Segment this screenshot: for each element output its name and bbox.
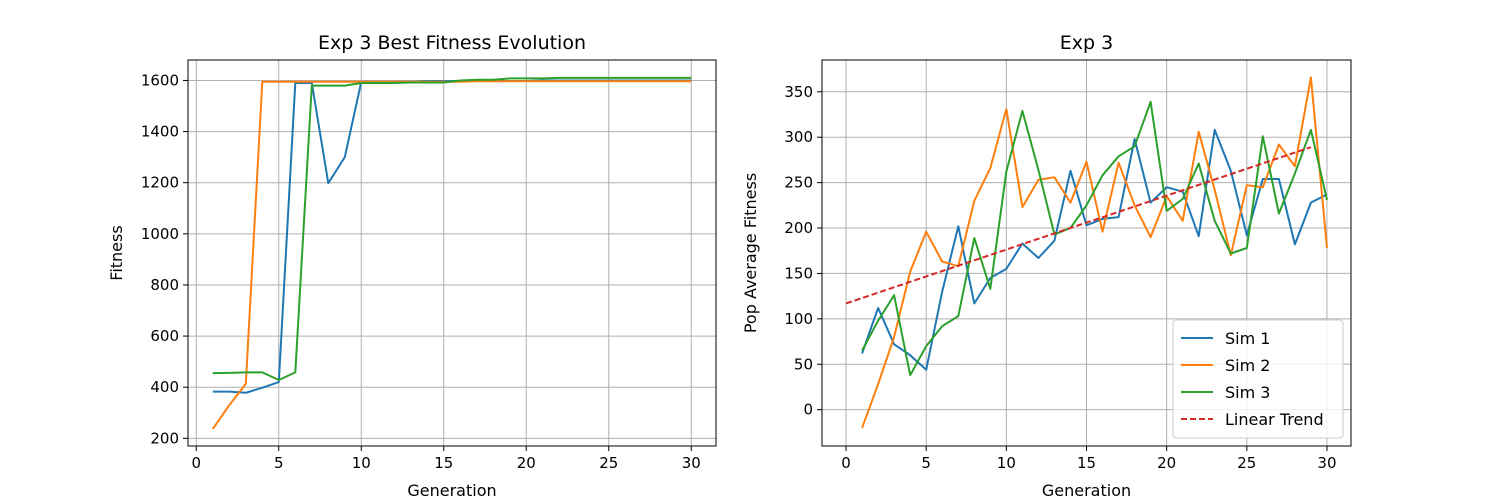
- series-line-3: [861, 100, 1328, 377]
- x-tick-label: 30: [682, 454, 701, 472]
- best-fitness-y-axis-label: Fitness: [107, 225, 126, 280]
- y-tick-label: 200: [784, 219, 813, 237]
- best-fitness-x-axis-label: Generation: [407, 481, 496, 500]
- best-fitness-panel: 0 5 10 15 20 25 30 200 400 600 800 1000 1200 1400 1600…: [107, 32, 717, 500]
- legend-label-sim-1: Sim 1: [1225, 329, 1270, 348]
- y-tick-label: 200: [150, 429, 179, 447]
- linear-trend-line: [845, 146, 1312, 305]
- y-tick-label: 1400: [141, 123, 179, 141]
- best-fitness-lines: [211, 76, 692, 430]
- x-tick-label: 25: [599, 454, 618, 472]
- y-tick-label: 50: [794, 355, 813, 373]
- y-tick-label: 0: [803, 401, 813, 419]
- legend-label-linear-trend: Linear Trend: [1225, 410, 1324, 429]
- x-tick-label: 0: [841, 454, 851, 472]
- legend-box: [1172, 319, 1344, 439]
- pop-average-title: Exp 3: [1060, 32, 1113, 54]
- series-line-2: [861, 76, 1328, 429]
- y-tick-label: 100: [784, 310, 813, 328]
- best-fitness-axes-frame: [187, 59, 717, 447]
- x-tick-label: 30: [1317, 454, 1336, 472]
- x-tick-label: 10: [352, 454, 371, 472]
- x-tick-label: 20: [1157, 454, 1176, 472]
- x-tick-label: 5: [921, 454, 931, 472]
- best-fitness-ticks: 0 5 10 15 20 25 30 200 400 600 800 1000 1200 1400 1600: [141, 71, 701, 472]
- y-tick-label: 250: [784, 174, 813, 192]
- pop-average-x-axis-label: Generation: [1042, 481, 1131, 500]
- y-tick-label: 300: [784, 128, 813, 146]
- y-tick-label: 600: [150, 327, 179, 345]
- x-tick-label: 0: [191, 454, 201, 472]
- y-tick-label: 1600: [141, 71, 179, 89]
- y-tick-label: 150: [784, 264, 813, 282]
- y-tick-label: 400: [150, 378, 179, 396]
- x-tick-label: 5: [274, 454, 284, 472]
- x-tick-label: 20: [517, 454, 536, 472]
- x-tick-label: 10: [997, 454, 1016, 472]
- x-tick-label: 15: [1077, 454, 1096, 472]
- y-tick-label: 350: [784, 83, 813, 101]
- series-line-3: [212, 76, 692, 381]
- x-tick-label: 25: [1237, 454, 1256, 472]
- y-tick-label: 1000: [141, 225, 179, 243]
- legend-label-sim-2: Sim 2: [1225, 356, 1270, 375]
- legend-label-sim-3: Sim 3: [1225, 383, 1270, 402]
- pop-average-legend: Sim 1 Sim 2 Sim 3 Linear Trend: [1172, 319, 1344, 439]
- x-tick-label: 15: [434, 454, 453, 472]
- y-tick-label: 1200: [141, 174, 179, 192]
- pop-average-y-axis-label: Pop Average Fitness: [741, 173, 760, 333]
- pop-average-lines: [845, 76, 1328, 429]
- y-tick-label: 800: [150, 276, 179, 294]
- best-fitness-title: Exp 3 Best Fitness Evolution: [318, 32, 586, 54]
